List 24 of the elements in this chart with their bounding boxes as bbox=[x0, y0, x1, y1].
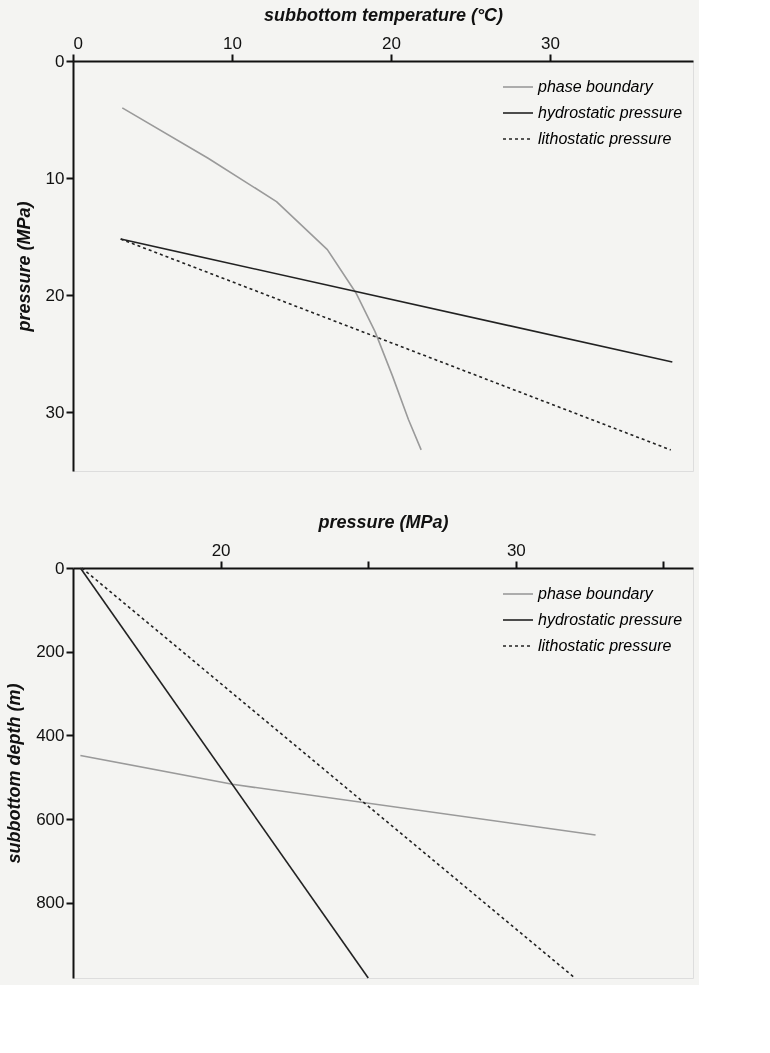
line-series bbox=[121, 107, 422, 451]
legend-label: lithostatic pressure bbox=[538, 130, 672, 147]
y-tick-label: 800 bbox=[36, 893, 65, 913]
y-tick-label: 0 bbox=[55, 51, 65, 71]
legend-label: hydrostatic pressure bbox=[538, 104, 683, 121]
y-tick-label: 10 bbox=[45, 168, 65, 188]
x-tick-label: 20 bbox=[381, 33, 401, 53]
y-axis-title: subbottom depth (m) bbox=[4, 683, 25, 864]
x-axis-title: pressure (MPa) bbox=[317, 511, 449, 532]
x-axis-title: subbottom temperature (°C) bbox=[263, 4, 504, 25]
y-tick-label: 600 bbox=[36, 809, 65, 829]
y-tick-label: 400 bbox=[36, 725, 65, 745]
x-tick-label: 10 bbox=[223, 33, 242, 53]
x-tick-label: 30 bbox=[540, 33, 560, 53]
y-axis-title: pressure (MPa) bbox=[13, 201, 34, 333]
legend-label: lithostatic pressure bbox=[538, 637, 672, 654]
legend-label: hydrostatic pressure bbox=[538, 611, 683, 628]
legend-label: phase boundary bbox=[537, 585, 654, 602]
y-tick-label: 0 bbox=[55, 558, 65, 578]
y-tick-label: 30 bbox=[45, 402, 65, 422]
x-tick-label: 0 bbox=[73, 33, 83, 53]
y-tick-label: 200 bbox=[36, 642, 65, 662]
y-tick-label: 20 bbox=[45, 285, 65, 305]
legend-label: phase boundary bbox=[537, 78, 654, 95]
